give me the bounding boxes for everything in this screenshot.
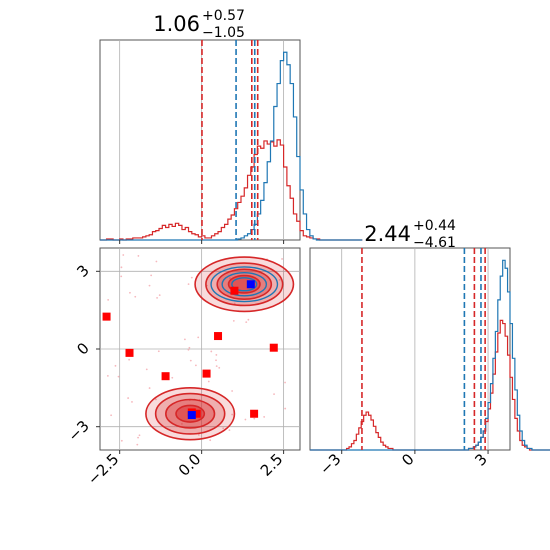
scatter-sample-point (136, 443, 139, 446)
scatter-sample-point (171, 376, 174, 379)
marker-b-3 (202, 369, 211, 378)
param2-title-minus: −4.61 (413, 235, 456, 251)
hist1-frame (99, 39, 301, 241)
scatter-sample-point (232, 319, 235, 322)
param1-title-minus: −1.05 (202, 25, 245, 41)
marker-b-7 (250, 409, 259, 418)
scatter-sample-point (134, 295, 137, 298)
hist2-x-tick-label-0: −3 (316, 450, 344, 478)
scatter-sample-point (245, 321, 248, 324)
scatter-sample-point (228, 429, 231, 432)
scatter-x-tick-label-2: 2.5 (257, 450, 287, 480)
scatter-y-tick-label-1: 0 (73, 339, 92, 358)
scatter-sample-point (184, 338, 186, 341)
marker-a-0 (246, 280, 255, 289)
marker-a-1 (187, 411, 196, 420)
scatter-sample-point (155, 398, 157, 401)
scatter-y-tick-label-2: −3 (64, 417, 92, 445)
scatter-sample-point (215, 365, 218, 367)
scatter-sample-point (156, 296, 158, 299)
scatter-sample-point (106, 374, 109, 377)
hist2-series-a-step (310, 259, 550, 451)
marker-b-8 (192, 409, 201, 418)
scatter-sample-point (138, 434, 141, 437)
scatter-sample-point (215, 359, 217, 362)
scatter-sample-point (284, 381, 286, 384)
scatter-sample-point (145, 368, 148, 371)
scatter-sample-point (148, 284, 151, 287)
scatter-sample-point (148, 387, 151, 389)
scatter-sample-point (218, 366, 221, 369)
scatter-sample-point (137, 255, 140, 257)
scatter-sample-point (229, 277, 231, 280)
scatter-sample-point (189, 359, 192, 362)
scatter-sample-point (231, 390, 234, 392)
param1-title-value: 1.06 (153, 12, 200, 36)
scatter-sample-point (222, 427, 225, 430)
scatter-sample-point (122, 254, 125, 256)
scatter-sample-point (284, 407, 287, 410)
scatter-sample-point (117, 375, 120, 378)
param2-title-value: 2.44 (364, 222, 411, 246)
scatter-sample-point (197, 336, 200, 339)
histogram-param2-panel (309, 247, 550, 451)
density-contour-a-0 (210, 266, 279, 303)
density-contour-b-0-0 (194, 256, 295, 313)
joint-density-panel (99, 247, 301, 451)
scatter-sample-point (131, 401, 133, 403)
scatter-sample-point (114, 364, 117, 367)
scatter-sample-point (157, 350, 160, 353)
hist1-series-a-step (100, 51, 363, 241)
scatter-sample-point (231, 413, 234, 416)
scatter-sample-point (120, 439, 123, 442)
marker-b-6 (269, 343, 278, 352)
scatter-x-tick-label-1: 0.0 (175, 450, 205, 480)
scatter-sample-point (137, 436, 139, 439)
scatter-sample-point (244, 418, 247, 421)
scatter-y-tick-label-0: 3 (73, 261, 92, 280)
scatter-sample-point (215, 354, 218, 356)
hist2-frame (309, 247, 511, 451)
marker-b-5 (230, 286, 239, 295)
scatter-sample-point (210, 350, 213, 353)
scatter-sample-point (247, 318, 250, 321)
scatter-sample-point (107, 298, 110, 301)
scatter-sample-point (120, 275, 123, 278)
density-contour-a-1 (221, 271, 268, 297)
scatter-sample-point (187, 283, 190, 286)
scatter-sample-point (158, 294, 161, 297)
scatter-sample-point (281, 258, 283, 260)
marker-b-1 (125, 348, 134, 357)
scatter-sample-point (263, 416, 266, 418)
scatter-sample-point (155, 260, 158, 263)
scatter-sample-point (129, 291, 131, 294)
scatter-sample-point (207, 380, 210, 383)
scatter-sample-point (127, 397, 130, 399)
scatter-sample-point (190, 276, 193, 279)
histogram-param1-panel (99, 39, 363, 241)
param1-title-plus: +0.57 (202, 8, 245, 24)
scatter-x-tick-label-0: −2.5 (84, 450, 122, 488)
scatter-sample-point (128, 358, 131, 361)
scatter-sample-point (187, 348, 190, 351)
density-contour-a-2 (231, 277, 258, 292)
scatter-sample-point (209, 439, 212, 442)
scatter-sample-point (150, 274, 153, 277)
scatter-sample-point (273, 393, 275, 396)
scatter-sample-point (120, 266, 123, 269)
marker-b-2 (161, 372, 170, 381)
param2-title-plus: +0.44 (413, 218, 456, 234)
scatter-sample-point (110, 414, 113, 417)
scatter-sample-point (197, 433, 200, 436)
scatter-sample-point (194, 364, 197, 367)
scatter-sample-point (253, 417, 256, 420)
scatter-sample-point (181, 423, 183, 425)
marker-b-0 (102, 312, 111, 321)
scatter-sample-point (278, 279, 281, 281)
marker-b-4 (214, 332, 223, 341)
hist1-series-b-step (100, 139, 363, 241)
scatter-sample-point (188, 346, 191, 349)
